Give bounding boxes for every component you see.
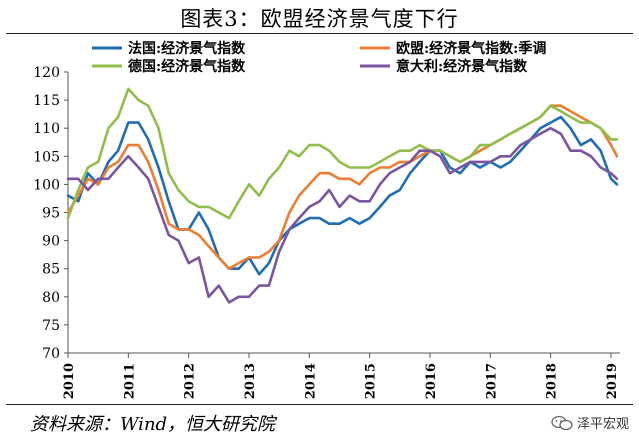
y-tick-label: 90 [42, 234, 60, 250]
wechat-icon [551, 415, 573, 430]
legend-label: 欧盟:经济景气指数:季调 [396, 40, 546, 57]
y-tick-label: 110 [33, 121, 60, 137]
x-tick-label: 2017 [484, 363, 499, 399]
series-line-1 [66, 115, 619, 276]
chart-lines [66, 87, 619, 304]
x-tick-label: 2015 [364, 363, 379, 399]
y-tick-label: 100 [33, 177, 60, 193]
y-tick-label: 85 [42, 262, 60, 278]
series-line-4 [66, 126, 619, 304]
y-tick-label: 105 [33, 149, 60, 165]
x-tick-label: 2012 [183, 363, 198, 399]
y-tick-label: 115 [33, 93, 60, 109]
source-note: 资料来源：Wind，恒大研究院 [30, 414, 276, 435]
legend-label: 意大利:经济景气指数 [396, 58, 528, 75]
x-tick-label: 2016 [424, 363, 439, 399]
x-tick-label: 2010 [62, 363, 77, 399]
legend-label: 法国:经济景气指数 [128, 40, 246, 57]
legend-label: 德国:经济景气指数 [128, 58, 246, 75]
y-tick-label: 95 [42, 206, 60, 222]
y-tick-label: 120 [33, 65, 60, 81]
chart-axes: 70 75 80 85 90 95 100 105 110 115 120 2010 2011 2012 2… [33, 65, 620, 399]
y-tick-label: 75 [42, 318, 60, 334]
x-tick-label: 2011 [122, 363, 137, 399]
y-tick-label: 70 [42, 346, 60, 362]
title-divider [6, 33, 633, 34]
brand: 泽平宏观 [551, 413, 629, 432]
x-tick-label: 2014 [303, 363, 318, 399]
series-line-3 [66, 87, 619, 220]
footer-divider [6, 404, 633, 405]
brand-name: 泽平宏观 [576, 417, 629, 432]
x-tick-label: 2013 [243, 363, 258, 399]
y-tick-label: 80 [42, 290, 60, 306]
x-tick-label: 2018 [545, 363, 560, 399]
page-title: 图表3：欧盟经济景气度下行 [180, 7, 459, 31]
x-tick-label: 2019 [605, 363, 620, 399]
